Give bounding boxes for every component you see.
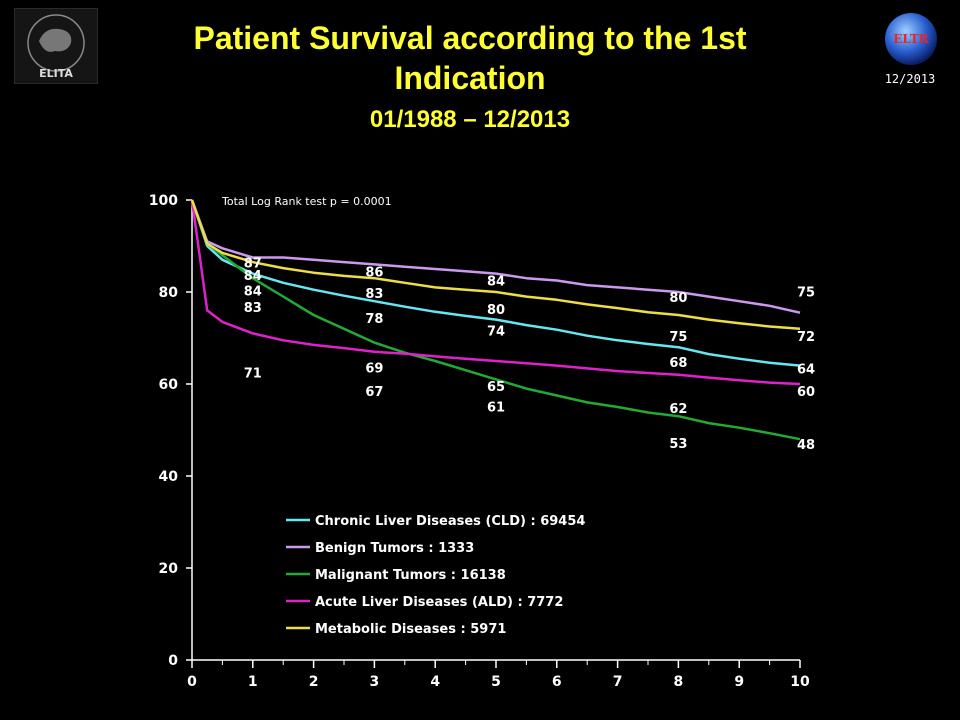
legend-label: Acute Liver Diseases (ALD) : 7772 xyxy=(315,595,563,610)
data-label: 84 xyxy=(244,285,262,300)
data-label: 60 xyxy=(797,385,815,400)
data-label: 87 xyxy=(244,257,262,272)
data-label: 75 xyxy=(797,286,815,301)
data-label: 72 xyxy=(797,330,815,345)
liver-logo-icon: ELITA xyxy=(27,14,85,80)
data-label: 62 xyxy=(669,402,687,417)
y-tick-label: 40 xyxy=(159,469,179,485)
data-label: 80 xyxy=(669,291,687,306)
data-label: 84 xyxy=(244,269,262,284)
x-tick-label: 8 xyxy=(674,674,684,690)
data-label: 67 xyxy=(365,385,383,400)
series-line-1 xyxy=(190,199,801,314)
data-label: 83 xyxy=(365,287,383,302)
x-tick-label: 0 xyxy=(187,674,197,690)
data-label: 48 xyxy=(797,438,815,453)
data-label: 75 xyxy=(669,330,687,345)
y-tick-label: 60 xyxy=(159,377,179,393)
data-label: 68 xyxy=(669,356,687,371)
data-label: 69 xyxy=(365,362,383,377)
legend-label: Metabolic Diseases : 5971 xyxy=(315,622,506,637)
data-label: 71 xyxy=(244,366,262,381)
legend-label: Malignant Tumors : 16138 xyxy=(315,568,506,583)
x-tick-label: 1 xyxy=(248,674,258,690)
log-rank-annotation: Total Log Rank test p = 0.0001 xyxy=(221,195,392,208)
series-line-0 xyxy=(190,199,801,367)
x-tick-label: 2 xyxy=(309,674,319,690)
x-tick-label: 7 xyxy=(613,674,623,690)
series-line-4 xyxy=(190,199,801,331)
data-label: 61 xyxy=(487,400,505,415)
y-tick-label: 100 xyxy=(149,193,178,209)
page-subtitle: 01/1988 – 12/2013 xyxy=(369,106,571,133)
data-label: 84 xyxy=(487,275,505,290)
date-label: 12/2013 xyxy=(884,72,936,86)
x-tick-label: 6 xyxy=(552,674,562,690)
data-label: 78 xyxy=(365,312,383,327)
y-tick-label: 20 xyxy=(159,561,179,577)
data-label: 64 xyxy=(797,363,815,378)
data-label: 65 xyxy=(487,380,505,395)
chart-legend: Chronic Liver Diseases (CLD) : 69454 Beni… xyxy=(286,514,585,637)
elita-logo: ELITA xyxy=(14,8,98,84)
chart-series xyxy=(190,199,801,441)
chart-data-labels: 84 78 74 68 64 87 86 84 80 75 83 69 61 53 48 71 67 65 62 60… xyxy=(244,257,815,454)
x-tick-label: 4 xyxy=(430,674,440,690)
logo-right-text: ELTR xyxy=(893,32,930,46)
x-tick-label: 9 xyxy=(734,674,744,690)
data-label: 80 xyxy=(487,303,505,318)
data-label: 83 xyxy=(244,301,262,316)
legend-label: Benign Tumors : 1333 xyxy=(315,541,474,556)
x-tick-label: 3 xyxy=(370,674,380,690)
globe-logo-icon: ELTR xyxy=(885,13,937,65)
logo-left-text: ELITA xyxy=(39,67,73,80)
data-label: 86 xyxy=(365,265,383,280)
data-label: 74 xyxy=(487,325,505,340)
page-title: Patient Survival according to the 1st In… xyxy=(193,20,747,96)
y-tick-label: 80 xyxy=(159,285,179,301)
y-tick-label: 0 xyxy=(168,653,178,669)
legend-label: Chronic Liver Diseases (CLD) : 69454 xyxy=(315,514,585,529)
eltr-logo: ELTR xyxy=(882,10,940,68)
x-tick-label: 5 xyxy=(491,674,501,690)
series-line-3 xyxy=(190,199,801,386)
series-line-2 xyxy=(190,199,801,441)
data-label: 53 xyxy=(669,437,687,452)
x-tick-label: 10 xyxy=(790,674,810,690)
